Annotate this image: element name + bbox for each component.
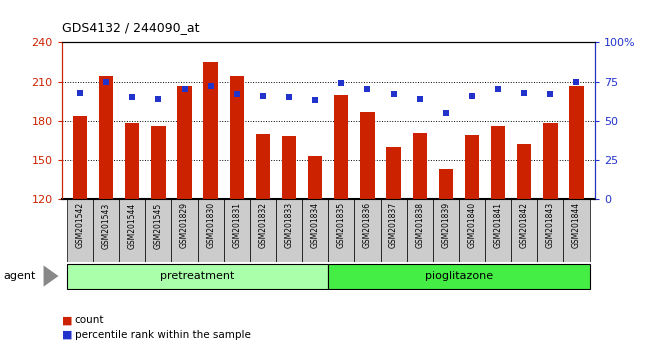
FancyBboxPatch shape (564, 199, 590, 262)
Text: GSM201833: GSM201833 (285, 202, 294, 249)
Bar (308, 156, 322, 199)
Bar (413, 132, 427, 199)
Bar (491, 126, 505, 199)
Bar (203, 62, 218, 199)
FancyBboxPatch shape (302, 199, 328, 262)
Text: ■: ■ (62, 330, 72, 339)
FancyBboxPatch shape (224, 199, 250, 262)
Bar (125, 124, 140, 199)
Point (519, 90, 529, 96)
Text: GSM201838: GSM201838 (415, 202, 424, 248)
Bar (569, 86, 584, 199)
Text: count: count (75, 315, 104, 325)
Point (284, 95, 294, 100)
Text: ■: ■ (62, 315, 72, 325)
Point (179, 87, 190, 92)
Point (415, 96, 425, 102)
Point (75, 90, 85, 96)
Text: GDS4132 / 244090_at: GDS4132 / 244090_at (62, 21, 200, 34)
Point (388, 91, 398, 97)
Bar (334, 95, 348, 199)
Text: GSM201839: GSM201839 (441, 202, 450, 249)
Text: GSM201544: GSM201544 (128, 202, 136, 249)
FancyBboxPatch shape (276, 199, 302, 262)
FancyBboxPatch shape (67, 264, 328, 289)
FancyBboxPatch shape (459, 199, 485, 262)
Point (493, 87, 503, 92)
Point (231, 91, 242, 97)
Text: GSM201545: GSM201545 (154, 202, 163, 249)
Text: GSM201843: GSM201843 (546, 202, 555, 249)
Text: agent: agent (3, 271, 36, 281)
FancyBboxPatch shape (328, 264, 590, 289)
Bar (99, 76, 113, 199)
Text: GSM201840: GSM201840 (467, 202, 476, 249)
FancyBboxPatch shape (433, 199, 459, 262)
Text: GSM201837: GSM201837 (389, 202, 398, 249)
FancyBboxPatch shape (146, 199, 172, 262)
Text: GSM201842: GSM201842 (520, 202, 528, 248)
Bar (151, 126, 166, 199)
Bar (282, 137, 296, 199)
FancyBboxPatch shape (538, 199, 564, 262)
Text: GSM201832: GSM201832 (259, 202, 267, 248)
Bar (360, 112, 374, 199)
Text: pioglitazone: pioglitazone (425, 271, 493, 281)
FancyBboxPatch shape (354, 199, 380, 262)
Point (205, 84, 216, 89)
Point (571, 79, 582, 85)
Bar (229, 76, 244, 199)
Text: GSM201841: GSM201841 (493, 202, 502, 248)
FancyBboxPatch shape (172, 199, 198, 262)
Point (127, 95, 138, 100)
FancyBboxPatch shape (67, 199, 93, 262)
FancyBboxPatch shape (485, 199, 511, 262)
Bar (517, 144, 532, 199)
FancyBboxPatch shape (328, 199, 354, 262)
Point (362, 87, 372, 92)
Bar (177, 86, 192, 199)
Bar (439, 169, 453, 199)
FancyBboxPatch shape (198, 199, 224, 262)
FancyBboxPatch shape (119, 199, 146, 262)
Point (153, 96, 164, 102)
Text: GSM201542: GSM201542 (75, 202, 84, 249)
FancyBboxPatch shape (407, 199, 433, 262)
Text: GSM201831: GSM201831 (232, 202, 241, 248)
Point (310, 98, 320, 103)
Text: GSM201830: GSM201830 (206, 202, 215, 249)
Point (336, 80, 346, 86)
Bar (543, 124, 558, 199)
Text: pretreatment: pretreatment (161, 271, 235, 281)
Bar (73, 116, 87, 199)
FancyBboxPatch shape (93, 199, 119, 262)
Bar (465, 135, 479, 199)
Text: GSM201835: GSM201835 (337, 202, 346, 249)
Point (467, 93, 477, 98)
Point (101, 79, 111, 85)
Text: GSM201836: GSM201836 (363, 202, 372, 249)
Text: percentile rank within the sample: percentile rank within the sample (75, 330, 251, 339)
Text: GSM201834: GSM201834 (311, 202, 320, 249)
FancyBboxPatch shape (511, 199, 538, 262)
FancyBboxPatch shape (250, 199, 276, 262)
Text: GSM201543: GSM201543 (101, 202, 111, 249)
FancyBboxPatch shape (380, 199, 407, 262)
Bar (386, 147, 401, 199)
Text: GSM201844: GSM201844 (572, 202, 581, 249)
Text: GSM201829: GSM201829 (180, 202, 189, 248)
Bar (255, 134, 270, 199)
Polygon shape (44, 266, 58, 287)
Point (258, 93, 268, 98)
Point (545, 91, 556, 97)
Point (441, 110, 451, 116)
